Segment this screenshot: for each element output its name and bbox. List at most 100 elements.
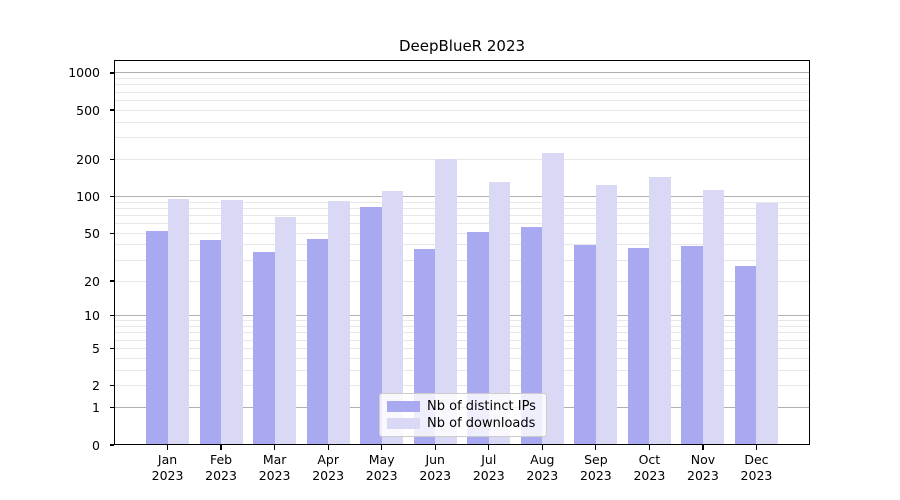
y-tick-mark	[109, 385, 114, 387]
y-tick-label: 0	[92, 437, 100, 453]
x-tick-label-year: 2023	[419, 468, 452, 483]
y-tick-mark	[109, 158, 114, 160]
x-tick-label: Feb 2023	[181, 452, 261, 484]
gridline-minor	[114, 137, 810, 139]
x-tick-mark	[648, 445, 651, 450]
y-tick-mark	[109, 280, 114, 282]
bar-nb-of-distinct-ips-oct-2023	[627, 247, 650, 445]
y-tick-label: 100	[76, 188, 100, 204]
y-tick-mark	[109, 407, 114, 409]
x-tick-label: Oct 2023	[609, 452, 689, 484]
gridline-minor	[114, 320, 810, 322]
legend-swatch-downloads	[387, 418, 420, 430]
gridline-minor	[114, 232, 810, 234]
bar-nb-of-distinct-ips-sep-2023	[574, 244, 596, 445]
x-tick-label: Mar 2023	[235, 452, 315, 484]
y-tick-mark	[109, 232, 114, 234]
y-tick-mark	[109, 444, 114, 446]
bar-nb-of-distinct-ips-mar-2023	[253, 251, 275, 445]
legend-label-downloads: Nb of downloads	[427, 416, 536, 432]
x-tick-mark	[488, 445, 490, 450]
bar-nb-of-distinct-ips-jul-2023	[467, 232, 489, 445]
x-tick-mark	[702, 445, 704, 450]
y-tick-label: 10	[84, 308, 100, 324]
gridline-minor	[114, 201, 810, 203]
chart-title: DeepBlueR 2023	[398, 37, 526, 55]
gridline-minor	[114, 223, 810, 225]
bar-nb-of-downloads-apr-2023	[328, 201, 350, 445]
x-tick-mark	[541, 445, 543, 450]
legend-swatch-distinct-ips	[387, 400, 420, 412]
gridline-minor	[114, 259, 810, 261]
x-tick-label-year: 2023	[258, 468, 291, 483]
gridline-minor	[114, 121, 810, 123]
y-tick-label: 1	[92, 400, 100, 416]
bar-nb-of-distinct-ips-feb-2023	[199, 239, 222, 445]
bar-nb-of-downloads-may-2023	[381, 191, 404, 445]
bar-nb-of-downloads-jun-2023	[435, 159, 457, 445]
x-tick-label-year: 2023	[579, 468, 612, 483]
x-tick-mark	[327, 445, 329, 450]
gridline-minor	[114, 326, 810, 328]
legend: Nb of distinct IPs Nb of downloads	[379, 393, 547, 437]
gridline-minor	[114, 109, 810, 111]
x-tick-label: Jun 2023	[395, 452, 475, 484]
gridline-minor	[114, 332, 810, 334]
x-tick-mark	[755, 445, 758, 450]
gridline-minor	[114, 214, 810, 216]
gridline-minor	[114, 244, 810, 246]
y-tick-label: 5	[92, 340, 100, 356]
y-tick-label: 200	[76, 151, 100, 167]
y-tick-mark	[109, 315, 114, 317]
x-tick-label: May 2023	[342, 452, 422, 484]
x-tick-mark	[381, 445, 383, 450]
x-tick-label: Dec 2023	[716, 452, 796, 484]
x-tick-mark	[220, 445, 222, 450]
legend-label-distinct-ips: Nb of distinct IPs	[427, 398, 536, 414]
gridline-minor	[114, 385, 810, 387]
x-tick-mark	[166, 445, 169, 450]
gridline-minor	[114, 207, 810, 209]
gridline-minor	[114, 78, 810, 80]
bar-nb-of-distinct-ips-aug-2023	[520, 227, 543, 445]
gridline-minor	[114, 357, 810, 359]
bar-nb-of-downloads-nov-2023	[702, 190, 725, 445]
y-tick-label: 1000	[68, 65, 100, 81]
gridline-minor	[114, 280, 810, 282]
gridline-minor	[114, 84, 810, 86]
bar-nb-of-downloads-jul-2023	[488, 182, 511, 445]
gridline-minor	[114, 158, 810, 160]
bar-nb-of-downloads-oct-2023	[649, 177, 671, 445]
bar-nb-of-distinct-ips-apr-2023	[306, 238, 329, 445]
bar-nb-of-distinct-ips-jan-2023	[146, 231, 168, 445]
bar-nb-of-downloads-dec-2023	[756, 203, 778, 445]
gridline-minor	[114, 99, 810, 101]
bar-nb-of-distinct-ips-may-2023	[360, 206, 382, 445]
legend-item-distinct-ips: Nb of distinct IPs	[387, 399, 539, 414]
bar-nb-of-distinct-ips-dec-2023	[734, 265, 757, 445]
x-tick-label-year: 2023	[740, 468, 773, 483]
x-tick-label: Nov 2023	[663, 452, 743, 484]
bar-nb-of-distinct-ips-nov-2023	[681, 246, 703, 445]
y-tick-mark	[109, 195, 114, 198]
x-tick-label-year: 2023	[312, 468, 345, 483]
gridline-minor	[114, 339, 810, 341]
gridline-minor	[114, 369, 810, 371]
x-tick-mark	[434, 445, 436, 450]
y-tick-label: 20	[84, 273, 100, 289]
bar-nb-of-downloads-mar-2023	[274, 216, 297, 445]
x-tick-label-year: 2023	[633, 468, 666, 483]
y-tick-mark	[109, 109, 114, 111]
gridline-major	[114, 315, 810, 317]
x-tick-label: Aug 2023	[502, 452, 582, 484]
gridline-major	[114, 72, 810, 74]
x-tick-label: Sep 2023	[556, 452, 636, 484]
plot-area	[114, 60, 810, 445]
x-tick-label-year: 2023	[687, 468, 719, 483]
x-tick-label-year: 2023	[365, 468, 398, 483]
gridline-major	[114, 195, 810, 197]
bar-nb-of-downloads-jan-2023	[167, 199, 190, 445]
legend-item-downloads: Nb of downloads	[387, 416, 539, 431]
x-tick-mark	[595, 445, 597, 450]
